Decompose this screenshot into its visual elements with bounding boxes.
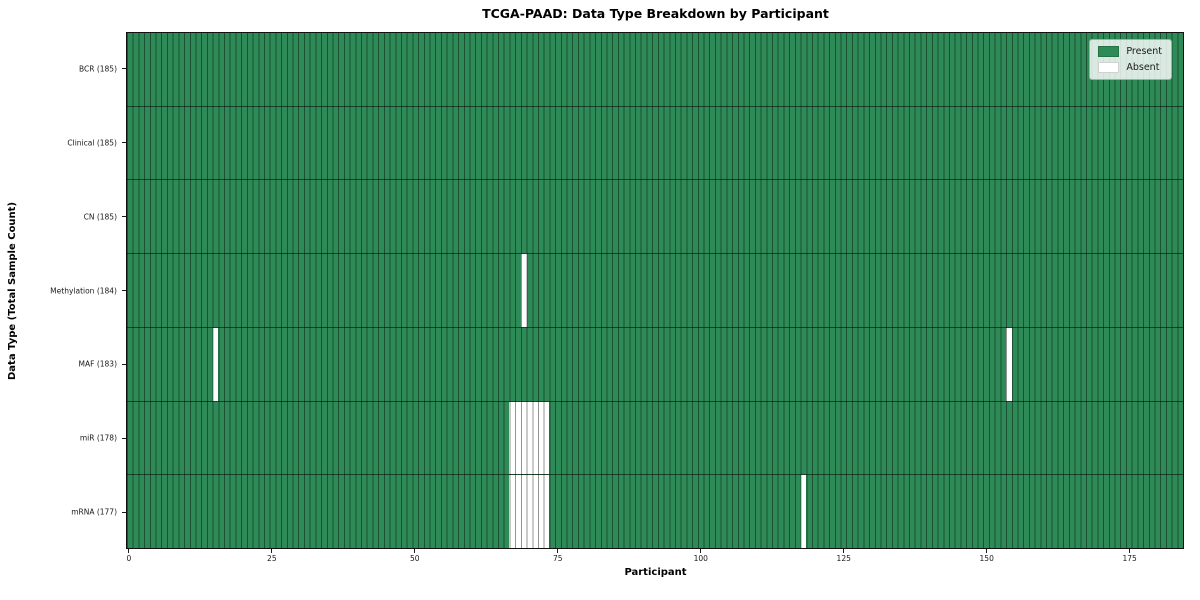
absent-cell-miR-69	[520, 401, 527, 475]
y-tick-mark-mRNA	[122, 511, 126, 513]
x-axis-label: Participant	[624, 567, 687, 578]
x-tick-label-175: 175	[1122, 554, 1137, 563]
x-tick-label-25: 25	[267, 554, 277, 563]
y-tick-label-CN: CN (185)	[83, 212, 117, 222]
rows-layer	[127, 33, 1183, 549]
y-tick-label-miR: miR (178)	[79, 433, 117, 443]
x-tick-mark-100	[700, 549, 702, 553]
absent-cell-miR-68	[515, 401, 521, 475]
y-axis-ticks: BCR (185) Clinical (185) CN (185) Methylati…	[0, 32, 126, 549]
y-tick-mark-BCR	[122, 68, 126, 70]
absent-cell-miR-70	[526, 401, 533, 475]
x-tick-label-50: 50	[410, 554, 420, 563]
y-tick-mark-miR	[122, 437, 126, 439]
absent-cell-Methylation-69	[520, 254, 527, 327]
plot-area: Present Absent	[126, 32, 1184, 549]
datatype-row-Clinical	[127, 105, 1183, 180]
y-tick-mark-Methylation	[122, 290, 126, 291]
x-tick-mark-150	[986, 549, 988, 553]
absent-cell-mRNA-67	[509, 475, 516, 549]
y-tick-label-MAF: MAF (183)	[78, 359, 117, 369]
datatype-row-Methylation	[127, 253, 1183, 327]
y-tick-mark-CN	[122, 216, 126, 218]
y-tick-label-Methylation: Methylation (184)	[50, 286, 117, 295]
absent-cell-mRNA-71	[532, 475, 538, 549]
legend-item-absent: Absent	[1098, 62, 1162, 73]
datatype-row-mRNA	[127, 474, 1183, 549]
absent-cell-mRNA-73	[543, 475, 550, 549]
absent-cell-mRNA-72	[537, 475, 544, 549]
x-tick-mark-25	[271, 549, 273, 553]
x-tick-mark-0	[128, 549, 130, 553]
datatype-row-MAF	[127, 326, 1183, 401]
x-tick-label-75: 75	[552, 554, 563, 563]
y-tick-mark-Clinical	[122, 142, 126, 144]
legend-item-present: Present	[1098, 46, 1162, 57]
absent-cell-mRNA-70	[526, 475, 533, 549]
x-tick-mark-50	[414, 549, 416, 553]
absent-cell-miR-72	[537, 401, 544, 475]
y-tick-label-BCR: BCR (185)	[78, 64, 117, 74]
y-tick-label-Clinical: Clinical (185)	[67, 138, 117, 148]
x-tick-label-100: 100	[693, 554, 708, 563]
absent-cell-miR-73	[543, 401, 550, 475]
x-tick-label-150: 150	[979, 554, 994, 563]
x-axis-ticks: 0 25 50 75 100 125 150 175	[126, 549, 1184, 571]
datatype-row-CN	[127, 179, 1183, 254]
present-swatch-icon	[1098, 46, 1120, 57]
x-tick-label-0: 0	[126, 554, 132, 563]
absent-cell-MAF-154	[1006, 327, 1012, 401]
legend: Present Absent	[1089, 39, 1172, 80]
absent-cell-mRNA-118	[800, 475, 807, 549]
absent-swatch-icon	[1098, 62, 1120, 73]
datatype-row-BCR	[127, 33, 1183, 106]
absent-cell-MAF-15	[212, 327, 219, 401]
absent-cell-miR-67	[509, 401, 516, 475]
absent-cell-mRNA-68	[515, 475, 521, 549]
x-tick-mark-75	[557, 549, 559, 553]
legend-label-present: Present	[1126, 46, 1162, 57]
y-tick-label-mRNA: mRNA (177)	[71, 507, 117, 517]
absent-cell-miR-71	[532, 401, 538, 475]
legend-label-absent: Absent	[1126, 62, 1160, 73]
x-tick-mark-175	[1129, 549, 1131, 553]
y-tick-mark-MAF	[122, 363, 126, 365]
datatype-row-miR	[127, 400, 1183, 475]
x-tick-mark-125	[843, 549, 845, 553]
chart-title: TCGA-PAAD: Data Type Breakdown by Partic…	[482, 6, 829, 21]
x-tick-label-125: 125	[836, 554, 851, 563]
absent-cell-mRNA-69	[520, 475, 527, 549]
